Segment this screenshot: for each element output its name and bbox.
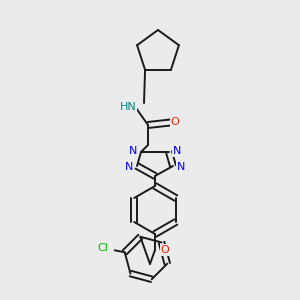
Text: Cl: Cl <box>97 243 108 253</box>
Text: O: O <box>171 117 179 127</box>
Text: N: N <box>125 162 133 172</box>
Text: N: N <box>129 146 137 156</box>
Text: N: N <box>173 146 181 156</box>
Text: O: O <box>160 245 169 255</box>
Text: N: N <box>177 162 185 172</box>
Text: HN: HN <box>120 102 136 112</box>
